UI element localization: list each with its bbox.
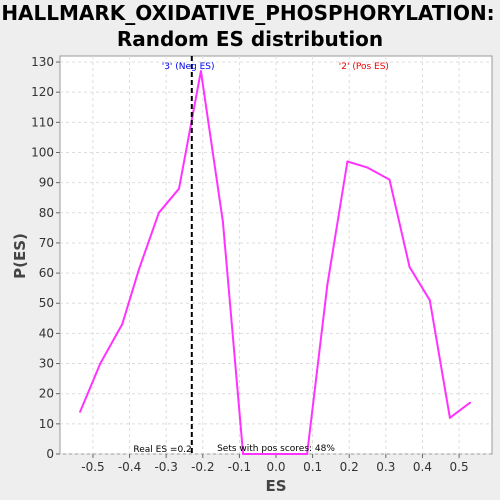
y-tick-label: 120 [31,85,54,99]
series-group [79,70,472,455]
data-point [282,453,285,455]
grid [60,56,492,455]
chart-subtitle: Random ES distribution [117,27,383,51]
data-point [157,211,160,214]
data-point [428,299,431,302]
data-point [79,410,82,413]
y-axis-label: P(ES) [11,233,29,279]
real-es-label: Real ES =0.2 [133,445,191,455]
y-tick-label: 20 [39,387,54,401]
x-tick-label: -0.1 [228,460,251,474]
x-tick-label: -0.4 [118,460,141,474]
pos-es-annotation: '2' (Pos ES) [339,62,389,72]
data-point [448,416,451,419]
annotations: '3' (Neg ES) '2' (Pos ES) Sets with pos sc… [162,62,389,454]
y-tick-label: 130 [31,55,54,69]
y-tick-label: 60 [39,266,54,280]
data-point [388,178,391,181]
data-point [121,323,124,326]
data-point [221,220,224,223]
y-tick-label: 90 [39,176,54,190]
x-tick-label: 0.4 [413,460,432,474]
data-point [262,453,265,455]
data-point [306,453,309,455]
data-point [302,453,305,455]
y-tick-label: 70 [39,236,54,250]
y-tick-label: 30 [39,357,54,371]
data-point [199,70,202,73]
y-tick-label: 100 [31,145,54,159]
y-tick-label: 40 [39,326,54,340]
data-point [469,401,472,404]
y-tick-label: 10 [39,417,54,431]
y-axis: 0 10 20 30 40 50 60 70 80 90 100 110 120 130 [31,55,60,461]
neg-es-annotation: '3' (Neg ES) [162,62,215,72]
x-tick-label: 0.2 [340,460,359,474]
real-es-group: Real ES =0.2 [133,56,193,455]
x-tick-label: 0.3 [376,460,395,474]
data-point [346,160,349,163]
chart-title: HALLMARK_OXIDATIVE_PHOSPHORYLATION: [1,1,494,25]
x-tick-label: -0.2 [191,460,214,474]
data-point [99,362,102,365]
y-tick-label: 50 [39,296,54,310]
x-tick-label: -0.3 [154,460,177,474]
x-tick-label: 0.0 [266,460,285,474]
data-point [408,266,411,269]
x-tick-label: 0.1 [303,460,322,474]
y-tick-label: 110 [31,115,54,129]
data-point [366,166,369,169]
data-point [242,453,245,455]
pos-scores-annotation: Sets with pos scores: 48% [217,444,335,454]
y-tick-label: 0 [46,447,54,461]
data-point [177,187,180,190]
x-tick-label: -0.5 [81,460,104,474]
x-axis-label: ES [265,477,286,495]
data-point [326,284,329,287]
data-point [137,269,140,272]
x-axis: -0.5 -0.4 -0.3 -0.2 -0.1 0.0 0.1 0.2 0.3 0.4 0.5 [81,454,469,474]
y-tick-label: 80 [39,206,54,220]
x-tick-label: 0.5 [450,460,469,474]
